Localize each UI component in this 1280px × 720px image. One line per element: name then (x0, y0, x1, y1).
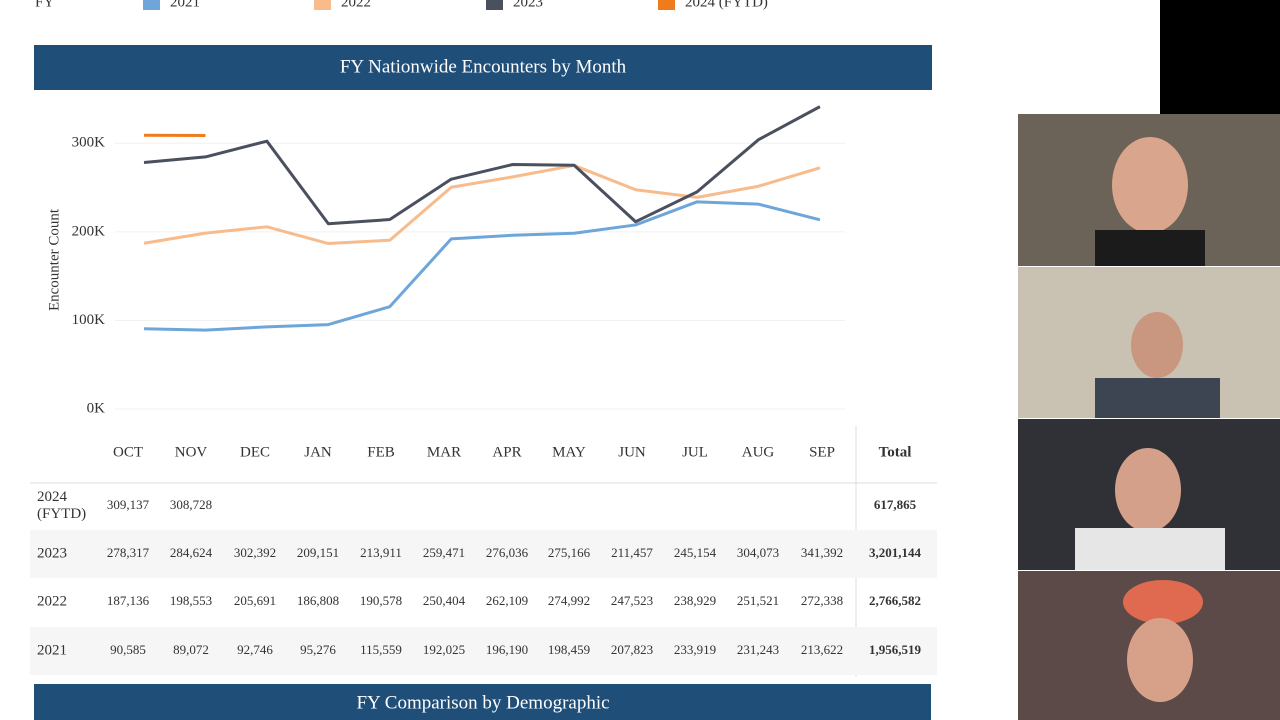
participant-body (1095, 378, 1220, 418)
table-header: SEP (809, 444, 835, 460)
table-cell: 262,109 (486, 593, 528, 608)
series-line (143, 163, 821, 246)
table-cell: 276,036 (486, 545, 529, 560)
table-cell: 278,317 (107, 545, 150, 560)
table-cell: 90,585 (110, 642, 146, 657)
y-tick-label: 300K (72, 135, 106, 151)
legend-label: 2022 (341, 0, 371, 10)
table-cell: 207,823 (611, 642, 653, 657)
table-cell: 198,459 (548, 642, 590, 657)
table-cell: 247,523 (611, 593, 653, 608)
table-header: DEC (240, 444, 270, 460)
table-cell: 308,728 (170, 497, 212, 512)
table-cell: 209,151 (297, 545, 339, 560)
row-label: 2023 (37, 545, 67, 561)
table-cell: 89,072 (173, 642, 209, 657)
row-label: 2024 (FYTD) (37, 489, 86, 522)
row-label: 2022 (37, 593, 67, 609)
series-line (143, 200, 821, 332)
table-cell: 92,746 (237, 642, 273, 657)
legend-swatch (486, 0, 503, 10)
y-tick-label: 100K (72, 312, 106, 328)
legend-header: FY (35, 0, 54, 10)
table-cell: 190,578 (360, 593, 402, 608)
legend-label: 2021 (170, 0, 200, 10)
table-cell: 233,919 (674, 642, 716, 657)
table-cell: 302,392 (234, 545, 276, 560)
table-header: FEB (367, 444, 395, 460)
table-cell: 198,553 (170, 593, 212, 608)
legend-swatch (314, 0, 331, 10)
participant (1127, 618, 1193, 702)
table-cell: 186,808 (297, 593, 339, 608)
legend-swatch (143, 0, 160, 10)
section-title: FY Comparison by Demographic (356, 692, 609, 713)
table-cell: 259,471 (423, 545, 465, 560)
row-label: 2021 (37, 642, 67, 658)
series-line (143, 105, 821, 226)
row-bg (30, 627, 937, 675)
participant (1115, 448, 1181, 532)
table-cell: 3,201,144 (869, 545, 922, 560)
legend-label: 2023 (513, 0, 543, 10)
table-header: OCT (113, 444, 143, 460)
table-cell: 231,243 (737, 642, 779, 657)
sunset (1123, 580, 1203, 624)
y-axis-label: Encounter Count (46, 208, 62, 311)
table-cell: 274,992 (548, 593, 590, 608)
table-cell: 245,154 (674, 545, 717, 560)
table-header: NOV (175, 444, 208, 460)
table-header: APR (492, 444, 521, 460)
table-cell: 250,404 (423, 593, 466, 608)
participant (1131, 312, 1183, 378)
table-cell: 309,137 (107, 497, 150, 512)
video-panel (1018, 0, 1280, 720)
table-cell: 251,521 (737, 593, 779, 608)
table-cell: 213,911 (360, 545, 402, 560)
table-cell: 272,338 (801, 593, 843, 608)
chart-title: FY Nationwide Encounters by Month (340, 56, 627, 77)
table-cell: 213,622 (801, 642, 843, 657)
table-header: MAR (427, 444, 461, 460)
participant (1112, 137, 1188, 233)
title-bar (34, 45, 932, 90)
row-bg (30, 530, 937, 578)
table-header: Total (879, 444, 912, 460)
table-cell: 275,166 (548, 545, 591, 560)
table-header: MAY (552, 444, 586, 460)
table-header: AUG (742, 444, 775, 460)
table-cell: 341,392 (801, 545, 843, 560)
table-cell: 205,691 (234, 593, 276, 608)
legend-swatch (658, 0, 675, 10)
table-cell: 192,025 (423, 642, 465, 657)
y-tick-label: 0K (87, 400, 106, 416)
legend-label: 2024 (FYTD) (685, 0, 768, 10)
table-cell: 115,559 (360, 642, 402, 657)
table-cell: 196,190 (486, 642, 528, 657)
participant-body (1075, 528, 1225, 570)
table-cell: 238,929 (674, 593, 716, 608)
table-cell: 2,766,582 (869, 593, 921, 608)
table-cell: 1,956,519 (869, 642, 922, 657)
table-header: JUN (618, 444, 646, 460)
participant-body (1095, 230, 1205, 266)
table-cell: 304,073 (737, 545, 779, 560)
table-cell: 211,457 (611, 545, 653, 560)
y-tick-label: 200K (72, 223, 106, 239)
black-box (1160, 0, 1280, 114)
table-header: JAN (304, 444, 332, 460)
table-cell: 95,276 (300, 642, 336, 657)
table-cell: 187,136 (107, 593, 150, 608)
section-bar (34, 684, 931, 720)
table-header: JUL (682, 444, 708, 460)
table-cell: 284,624 (170, 545, 213, 560)
table-cell: 617,865 (874, 497, 917, 512)
